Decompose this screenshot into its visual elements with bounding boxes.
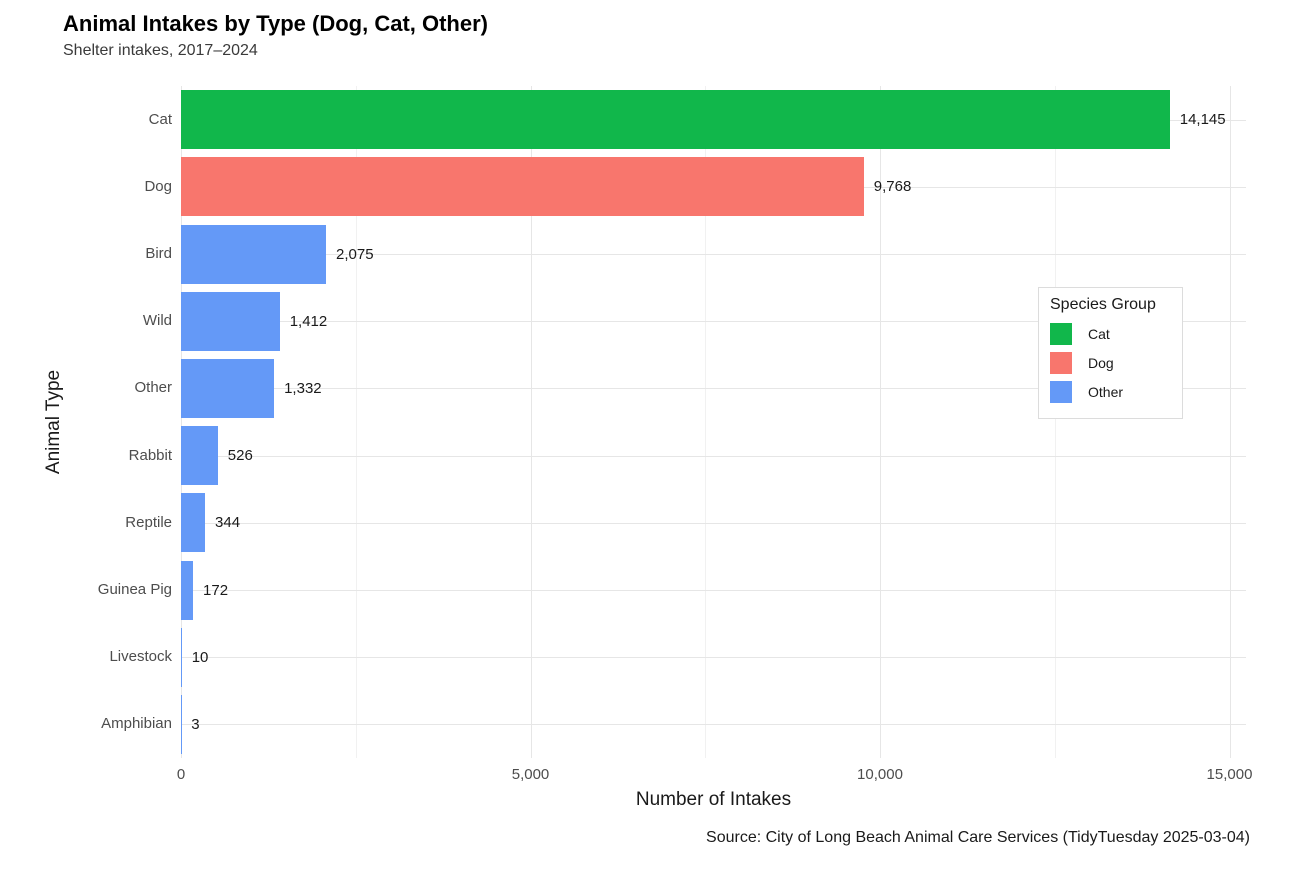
gridline-y-wild	[181, 321, 1246, 323]
gridline-x-10000	[880, 86, 881, 758]
y-tick-label-wild: Wild	[142, 312, 172, 330]
bar-livestock	[181, 627, 182, 687]
bar-bird	[181, 224, 327, 284]
y-tick-label-other: Other	[134, 379, 172, 397]
gridline-y-reptile	[181, 522, 1246, 524]
legend-item-other: Other	[1050, 381, 1172, 403]
y-axis-title: Animal Type	[43, 369, 64, 475]
y-tick-label-amphibian: Amphibian	[101, 715, 172, 733]
legend-item-dog: Dog	[1050, 352, 1172, 374]
y-tick-label-cat: Cat	[148, 110, 172, 128]
dog-swatch-icon	[1050, 352, 1072, 374]
source-caption: Source: City of Long Beach Animal Care S…	[706, 829, 1250, 846]
x-tick-label-0: 0	[176, 766, 186, 783]
gridline-y-amphibian	[181, 724, 1246, 726]
y-tick-label-dog: Dog	[144, 177, 172, 195]
gridline-y-guinea-pig	[181, 590, 1246, 591]
y-tick-label-reptile: Reptile	[125, 513, 172, 531]
value-label-cat: 14,145	[1179, 111, 1226, 129]
gridline-y-livestock	[181, 657, 1246, 659]
value-label-wild: 1,412	[289, 312, 328, 330]
bar-wild	[181, 291, 280, 351]
gridline-x-15000	[1229, 86, 1231, 758]
chart-subtitle: Shelter intakes, 2017–2024	[63, 42, 258, 59]
value-label-reptile: 344	[215, 514, 241, 532]
x-tick-label-15000: 15,000	[1206, 766, 1253, 783]
gridline-y-rabbit	[181, 455, 1246, 457]
gridline-y-bird	[181, 254, 1246, 255]
gridline-x-0	[181, 86, 182, 758]
legend-items: Cat Dog Other	[1050, 323, 1172, 403]
gridline-x-5000	[530, 86, 532, 758]
value-label-guinea-pig: 172	[203, 581, 229, 599]
other-swatch-icon	[1050, 381, 1072, 403]
x-tick-label-5000: 5,000	[511, 766, 550, 783]
y-tick-label-livestock: Livestock	[109, 648, 172, 666]
value-label-livestock: 10	[191, 648, 209, 666]
value-label-other: 1,332	[284, 379, 322, 397]
bar-reptile	[181, 493, 206, 553]
cat-swatch-icon	[1050, 323, 1072, 345]
x-tick-label-10000: 10,000	[857, 766, 903, 783]
value-label-rabbit: 526	[227, 447, 253, 465]
legend-item-cat: Cat	[1050, 323, 1172, 345]
legend: Species Group Cat Dog Other	[1038, 287, 1183, 419]
value-label-dog: 9,768	[873, 178, 912, 196]
chart-title: Animal Intakes by Type (Dog, Cat, Other)	[63, 11, 488, 36]
y-tick-label-bird: Bird	[145, 245, 172, 262]
legend-item-label: Cat	[1088, 326, 1110, 342]
legend-item-label: Other	[1088, 384, 1124, 400]
plot-panel: 14,145 9,768 2,075 1,412 1,332 526 344 172 10 3	[181, 86, 1246, 758]
value-label-amphibian: 3	[191, 715, 200, 733]
x-axis-title: Number of Intakes	[635, 789, 792, 810]
value-label-bird: 2,075	[336, 245, 374, 263]
gridline-y-other	[181, 388, 1246, 390]
bar-cat	[181, 90, 1170, 150]
bar-other	[181, 358, 275, 418]
y-tick-label-rabbit: Rabbit	[128, 446, 172, 464]
gridline-x-minor-7500	[705, 86, 707, 758]
legend-title: Species Group	[1050, 296, 1156, 313]
bar-guinea-pig	[181, 560, 194, 620]
y-tick-label-guinea-pig: Guinea Pig	[97, 581, 172, 598]
legend-item-label: Dog	[1088, 355, 1114, 371]
bar-dog	[181, 157, 864, 217]
gridline-x-minor-12500	[1054, 86, 1056, 758]
gridline-x-minor-2500	[355, 86, 357, 758]
bar-rabbit	[181, 426, 218, 486]
